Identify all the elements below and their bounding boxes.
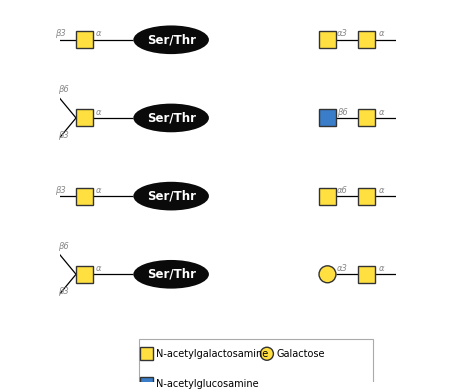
FancyBboxPatch shape [40, 87, 57, 103]
Circle shape [319, 266, 336, 283]
FancyBboxPatch shape [138, 340, 373, 389]
Ellipse shape [133, 25, 209, 54]
FancyBboxPatch shape [140, 347, 153, 360]
Text: β3: β3 [58, 131, 69, 140]
FancyBboxPatch shape [319, 109, 336, 126]
Ellipse shape [133, 260, 209, 289]
Ellipse shape [133, 103, 209, 132]
Ellipse shape [415, 182, 474, 210]
FancyBboxPatch shape [40, 243, 57, 260]
Circle shape [37, 31, 54, 48]
Text: Ser/Thr: Ser/Thr [146, 189, 196, 203]
Text: Galactose: Galactose [277, 349, 325, 359]
FancyBboxPatch shape [358, 187, 375, 205]
FancyBboxPatch shape [140, 377, 153, 389]
Text: α: α [378, 186, 384, 195]
Ellipse shape [133, 182, 209, 210]
Text: α3: α3 [337, 264, 348, 273]
Text: α: α [378, 264, 384, 273]
Text: α: α [96, 108, 102, 117]
Text: β3: β3 [55, 30, 66, 39]
Text: α: α [378, 30, 384, 39]
Text: α3: α3 [337, 30, 348, 39]
Text: β6: β6 [58, 242, 69, 251]
Text: β6: β6 [58, 86, 69, 95]
Ellipse shape [415, 25, 474, 54]
Text: β3: β3 [58, 287, 69, 296]
Circle shape [40, 132, 57, 149]
Text: β3: β3 [55, 186, 66, 195]
FancyBboxPatch shape [319, 187, 336, 205]
Text: Ser/Thr: Ser/Thr [146, 268, 196, 281]
FancyBboxPatch shape [319, 31, 336, 48]
Ellipse shape [415, 260, 474, 289]
Text: β6: β6 [337, 108, 348, 117]
Text: Ser/Thr: Ser/Thr [146, 111, 196, 124]
FancyBboxPatch shape [76, 266, 93, 283]
Text: Ser/Thr: Ser/Thr [146, 33, 196, 46]
FancyBboxPatch shape [40, 289, 57, 305]
Text: Ser/Thr: Ser/Thr [428, 268, 474, 281]
Text: α: α [96, 30, 102, 39]
Text: α: α [96, 186, 102, 195]
Text: Ser/Thr: Ser/Thr [428, 111, 474, 124]
Text: Ser/Thr: Ser/Thr [428, 33, 474, 46]
Text: α: α [378, 108, 384, 117]
Text: α: α [96, 264, 102, 273]
Circle shape [260, 347, 273, 360]
FancyBboxPatch shape [76, 109, 93, 126]
FancyBboxPatch shape [358, 266, 375, 283]
FancyBboxPatch shape [358, 31, 375, 48]
Text: α6: α6 [337, 186, 348, 195]
FancyBboxPatch shape [358, 109, 375, 126]
Text: N-acetylglucosamine: N-acetylglucosamine [156, 379, 259, 389]
Ellipse shape [415, 103, 474, 132]
FancyBboxPatch shape [37, 187, 54, 205]
FancyBboxPatch shape [76, 187, 93, 205]
Text: Ser/Thr: Ser/Thr [428, 189, 474, 203]
FancyBboxPatch shape [76, 31, 93, 48]
Text: N-acetylgalactosamine: N-acetylgalactosamine [156, 349, 268, 359]
